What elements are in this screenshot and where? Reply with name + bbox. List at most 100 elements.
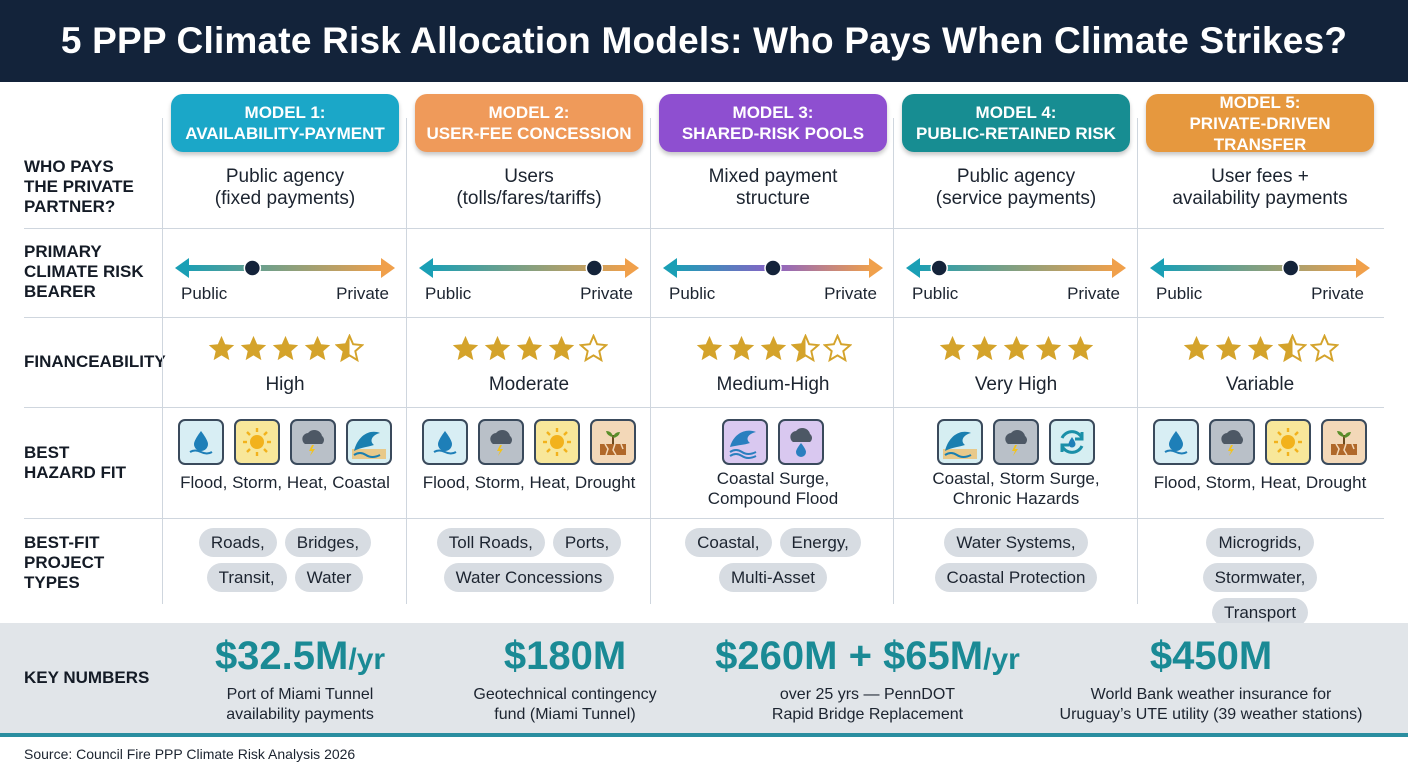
star-half-icon: [333, 333, 365, 368]
star-full-icon: [759, 334, 788, 368]
hazard-fit-cell: Coastal, Storm Surge, Chronic Hazards: [894, 419, 1138, 509]
storm-icon: [1209, 419, 1255, 465]
source-note: Source: Council Fire PPP Climate Risk An…: [24, 746, 356, 762]
who-pays-cell: Mixed payment structure: [651, 166, 895, 210]
model-name: USER-FEE CONCESSION: [426, 124, 632, 143]
row-label-risk-bearer: PRIMARY CLIMATE RISK BEARER: [24, 242, 144, 301]
model-number: MODEL 5:: [1219, 92, 1301, 112]
project-type-chip: Water: [294, 563, 364, 592]
risk-bearer-marker: [243, 259, 262, 277]
row-divider: [24, 518, 1384, 519]
public-label: Public: [912, 284, 959, 303]
project-type-chip: Water Concessions: [443, 563, 615, 592]
row-label-financeability: FINANCEABILITY: [24, 352, 166, 371]
public-label: Public: [181, 284, 228, 303]
risk-bearer-arrow: [906, 258, 1126, 278]
row-label-hazard-fit: BEST HAZARD FIT: [24, 443, 126, 482]
row-divider: [24, 228, 1384, 229]
risk-bearer-scale: Public Private: [163, 254, 407, 314]
risk-bearer-scale: Public Private: [407, 254, 651, 314]
project-types-cell: Coastal, Energy, Multi-Asset: [651, 528, 895, 592]
model-number: MODEL 4:: [975, 103, 1057, 122]
flood-icon: [422, 419, 468, 465]
star-full-icon: [1214, 334, 1243, 368]
star-full-icon: [303, 334, 332, 368]
key-number-3: $260M + $65M/yr over 25 yrs — PennDOT Ra…: [700, 631, 1035, 725]
private-label: Private: [1067, 284, 1120, 303]
financeability-rating: High: [163, 333, 407, 396]
key-numbers-label: KEY NUMBERS: [24, 668, 150, 687]
risk-bearer-arrow: [663, 258, 883, 278]
key-number-4: $450M World Bank weather insurance for U…: [1040, 631, 1382, 725]
hazard-label: Coastal, Storm Surge, Chronic Hazards: [932, 469, 1100, 508]
risk-bearer-marker: [1281, 259, 1300, 277]
project-type-chip: Coastal,: [685, 528, 772, 557]
page-title: 5 PPP Climate Risk Allocation Models: Wh…: [60, 20, 1348, 61]
row-label-project-types: BEST-FIT PROJECT TYPES: [24, 533, 105, 592]
project-type-chip: Ports,: [552, 528, 622, 557]
who-pays-line: structure: [736, 188, 810, 209]
private-label: Private: [1311, 284, 1364, 303]
risk-bearer-scale: Public Private: [894, 254, 1138, 314]
who-pays-line: (tolls/fares/tariffs): [456, 188, 602, 209]
key-number-unit: /yr: [348, 643, 386, 676]
storm-icon: [290, 419, 336, 465]
project-types-cell: Water Systems, Coastal Protection: [894, 528, 1138, 592]
project-type-chip: Stormwater,: [1202, 563, 1318, 592]
title-bar: 5 PPP Climate Risk Allocation Models: Wh…: [0, 0, 1408, 82]
model-name: PRIVATE-DRIVEN TRANSFER: [1189, 113, 1331, 154]
star-full-icon: [1246, 334, 1275, 368]
project-type-chip: Transit,: [206, 563, 287, 592]
star-full-icon: [1182, 334, 1211, 368]
public-label: Public: [1156, 284, 1203, 303]
model-column-4: MODEL 4: PUBLIC-RETAINED RISK Public agenc…: [894, 94, 1138, 604]
star-full-icon: [1034, 334, 1063, 368]
who-pays-line: availability payments: [1172, 188, 1348, 209]
model-number: MODEL 1:: [244, 103, 326, 122]
coastal-icon: [346, 419, 392, 465]
hazard-label: Coastal Surge, Compound Flood: [707, 469, 839, 508]
risk-bearer-scale: Public Private: [1138, 254, 1382, 314]
star-full-icon: [970, 334, 999, 368]
risk-bearer-arrow: [175, 258, 395, 278]
coastal-surge-icon: [722, 419, 768, 465]
key-number-value: $260M + $65M: [715, 634, 984, 678]
project-type-chip: Energy,: [779, 528, 861, 557]
key-number-caption: Uruguay’s UTE utility (39 weather statio…: [1059, 706, 1363, 723]
star-full-icon: [451, 334, 480, 368]
star-full-icon: [239, 334, 268, 368]
who-pays-line: (fixed payments): [214, 188, 356, 209]
key-number-caption: Port of Miami Tunnel: [226, 686, 374, 703]
model-name: AVAILABILITY-PAYMENT: [185, 124, 385, 143]
model-column-1: MODEL 1: AVAILABILITY-PAYMENT Public agenc…: [163, 94, 407, 604]
who-pays-cell: Public agency (service payments): [894, 166, 1138, 210]
who-pays-line: Public agency: [225, 166, 345, 187]
star-full-icon: [483, 334, 512, 368]
financeability-label: Very High: [974, 374, 1058, 395]
key-number-caption: over 25 yrs — PennDOT: [779, 686, 956, 703]
model-column-5: MODEL 5: PRIVATE-DRIVEN TRANSFER User fees…: [1138, 92, 1382, 627]
model-name: SHARED-RISK POOLS: [681, 124, 865, 143]
star-empty-icon: [577, 333, 609, 368]
key-number-value: $450M: [1149, 634, 1273, 678]
star-half-icon: [1276, 333, 1308, 368]
model-header: MODEL 3: SHARED-RISK POOLS: [659, 94, 887, 152]
financeability-label: Moderate: [488, 374, 570, 395]
model-name: PUBLIC-RETAINED RISK: [916, 124, 1116, 143]
column-divider: [162, 118, 163, 604]
financeability-rating: Variable: [1138, 333, 1382, 396]
project-type-chip: Multi-Asset: [718, 563, 828, 592]
private-label: Private: [824, 284, 877, 303]
project-type-chip: Coastal Protection: [934, 563, 1098, 592]
financeability-rating: Moderate: [407, 333, 651, 396]
model-column-3: MODEL 3: SHARED-RISK POOLS Mixed payment st…: [651, 94, 895, 604]
who-pays-line: (service payments): [935, 188, 1097, 209]
flood-icon: [178, 419, 224, 465]
hazard-fit-cell: Flood, Storm, Heat, Coastal: [163, 419, 407, 493]
model-header: MODEL 4: PUBLIC-RETAINED RISK: [902, 94, 1130, 152]
star-half-icon: [789, 333, 821, 368]
star-full-icon: [1002, 334, 1031, 368]
key-number-1: $32.5M/yr Port of Miami Tunnel availabil…: [185, 631, 415, 725]
key-number-caption: fund (Miami Tunnel): [494, 706, 636, 723]
hazard-label: Flood, Storm, Heat, Coastal: [180, 473, 390, 492]
